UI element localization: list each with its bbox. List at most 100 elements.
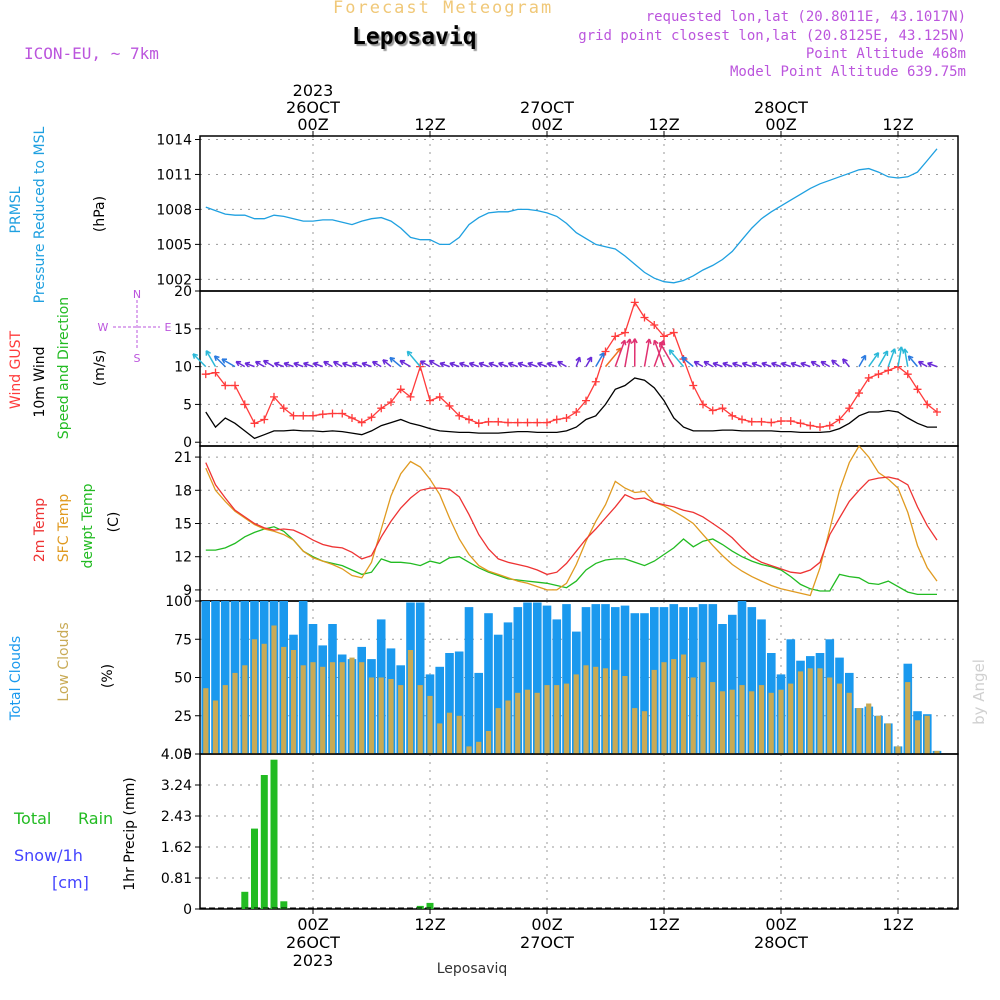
gust-marker — [387, 398, 395, 407]
low-cloud-bar — [222, 685, 228, 754]
low-cloud-bar — [739, 685, 745, 754]
gust-marker — [289, 411, 298, 420]
top-time-label: 26OCT — [286, 98, 340, 117]
wind-arrow — [333, 360, 343, 368]
total-cloud-bar — [503, 622, 513, 754]
low-cloud-bar — [866, 703, 872, 754]
wind-arrowhead — [659, 341, 665, 348]
wind-arrow — [459, 362, 470, 368]
low-cloud-bar — [505, 700, 511, 754]
gust-marker — [640, 313, 649, 322]
wind-arrowhead — [192, 353, 199, 359]
gust-marker — [435, 392, 444, 401]
y-tick-label: 25 — [174, 709, 192, 725]
gust-marker — [689, 381, 698, 390]
top-time-label: 28OCT — [754, 98, 808, 117]
gust-marker — [903, 370, 912, 379]
wind-arrowhead — [468, 361, 475, 368]
wind-arrow — [703, 360, 714, 368]
wind-arrowhead — [831, 359, 837, 366]
gust-marker — [552, 415, 561, 424]
wind-arrowhead — [599, 352, 605, 358]
gust-marker — [816, 423, 824, 432]
wind-arrow — [372, 360, 382, 368]
low-cloud-bar — [749, 691, 755, 754]
low-cloud-bar — [612, 669, 618, 754]
wind-arrow — [352, 362, 363, 368]
wind-arrow — [547, 362, 558, 368]
gust-marker — [777, 417, 785, 426]
label-cm: [cm] — [52, 873, 89, 892]
wind-arrow — [887, 348, 896, 367]
watermark: by Angel — [970, 659, 988, 725]
wind-arrow — [820, 360, 831, 368]
wind-arrow — [274, 362, 285, 368]
rain-bar — [280, 901, 288, 909]
gust-marker — [357, 418, 366, 427]
wind-arrowhead — [751, 361, 758, 368]
wind-arrow — [235, 360, 246, 368]
compass-n: N — [133, 288, 141, 301]
wind-arrowhead — [703, 360, 710, 367]
wind-arrowhead — [761, 361, 767, 368]
y-tick-label: 15 — [174, 322, 192, 338]
y-tick-label: 20 — [174, 284, 192, 300]
label-speed-direction: Speed and Direction — [56, 297, 72, 439]
wind-arrowhead — [917, 360, 924, 367]
wind-arrowhead — [507, 361, 514, 368]
wind-arrowhead — [382, 359, 388, 365]
wind-arrow — [255, 360, 265, 368]
wind-arrow — [420, 360, 431, 368]
gust-marker — [328, 409, 337, 418]
label-2m-temp: 2m Temp — [32, 498, 48, 562]
bottom-time-label: 00Z — [765, 915, 796, 934]
low-cloud-bar — [788, 683, 794, 754]
wind-arrowhead — [517, 361, 524, 368]
wind-arrow — [263, 359, 275, 368]
gust-marker — [621, 328, 629, 337]
wind-arrow — [406, 350, 421, 368]
gust-marker — [699, 400, 707, 409]
gust-marker — [738, 415, 746, 424]
low-cloud-bar — [680, 654, 687, 754]
total-cloud-bar — [640, 613, 649, 754]
wind-arrowhead — [235, 360, 242, 367]
wind-arrowhead — [205, 350, 211, 356]
low-cloud-bar — [807, 668, 813, 754]
gust-marker — [426, 396, 434, 405]
wind-arrow — [751, 362, 762, 368]
wind-arrow — [604, 347, 622, 368]
label-percent: (%) — [100, 664, 116, 688]
label-10m-wind: 10m Wind — [32, 346, 48, 417]
compass-w: W — [98, 321, 109, 334]
label-sfc-temp: SFC Temp — [56, 494, 72, 563]
gust-marker — [543, 418, 551, 427]
rain-bar — [241, 891, 249, 909]
gust-marker — [923, 400, 932, 409]
gust-marker — [504, 418, 512, 427]
low-cloud-bar — [885, 723, 891, 754]
wind-arrowhead — [213, 355, 220, 362]
wind-arrowhead — [631, 338, 638, 344]
low-cloud-bar — [797, 671, 804, 754]
label-dewpt-temp: dewpt Temp — [80, 483, 96, 568]
wind-arrow — [342, 362, 353, 368]
low-cloud-bar — [924, 715, 930, 755]
total-cloud-bar — [211, 601, 220, 754]
wind-arrow — [907, 355, 919, 368]
total-cloud-bar — [435, 666, 444, 754]
gust-marker — [250, 419, 259, 428]
low-cloud-bar — [320, 666, 326, 754]
wind-arrow — [681, 356, 694, 368]
low-cloud-bar — [895, 746, 901, 754]
y-tick-label: 1005 — [156, 237, 192, 253]
wind-arrow — [831, 359, 840, 368]
rain-bar — [260, 775, 268, 909]
low-cloud-bar — [768, 692, 774, 754]
label-rain: Rain — [78, 809, 113, 828]
wind-arrow — [771, 362, 782, 368]
gust-marker — [757, 417, 766, 426]
gust-marker — [806, 421, 815, 430]
top-time-label: 00Z — [531, 115, 562, 134]
wind-arrow — [927, 362, 938, 368]
